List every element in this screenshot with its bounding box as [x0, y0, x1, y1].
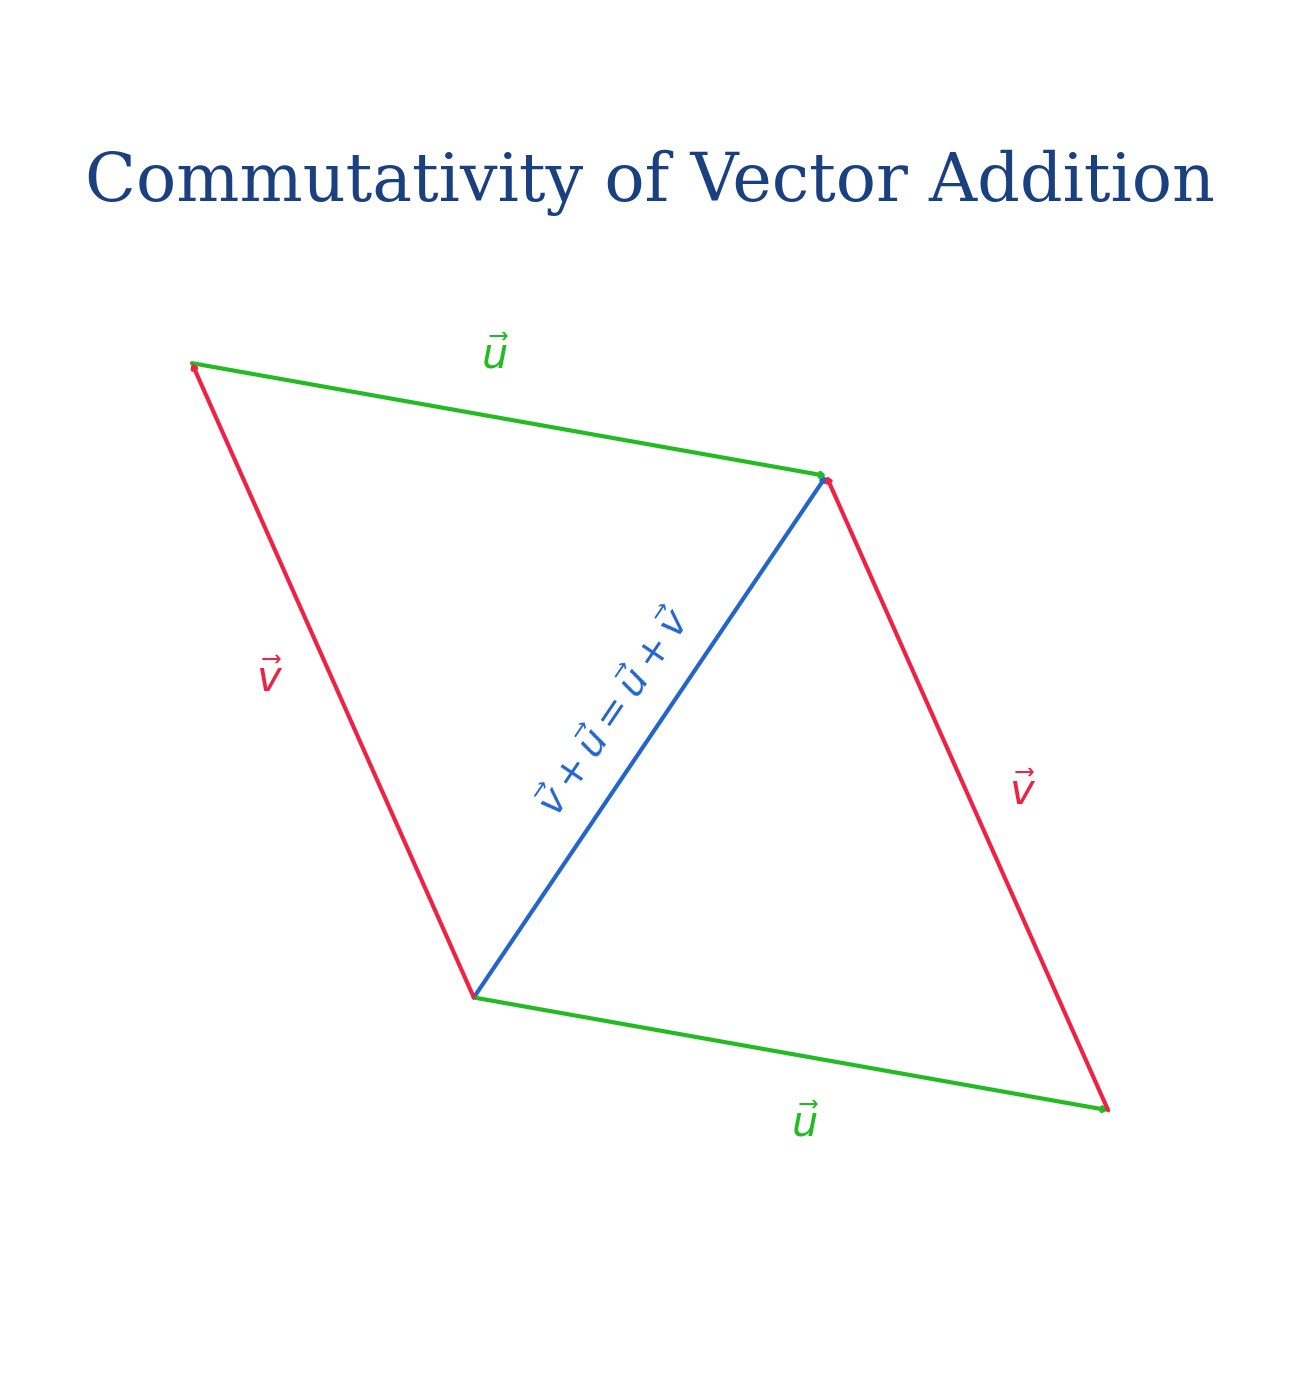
Text: $\vec{v}+\vec{u}=\vec{u}+\vec{v}$: $\vec{v}+\vec{u}=\vec{u}+\vec{v}$ — [532, 603, 698, 823]
Text: $\vec{v}$: $\vec{v}$ — [1010, 772, 1036, 814]
Text: Commutativity of Vector Addition: Commutativity of Vector Addition — [84, 150, 1216, 216]
Text: $\vec{u}$: $\vec{u}$ — [790, 1103, 819, 1146]
Text: $\vec{v}$: $\vec{v}$ — [256, 660, 283, 701]
Text: $\vec{u}$: $\vec{u}$ — [481, 335, 510, 377]
